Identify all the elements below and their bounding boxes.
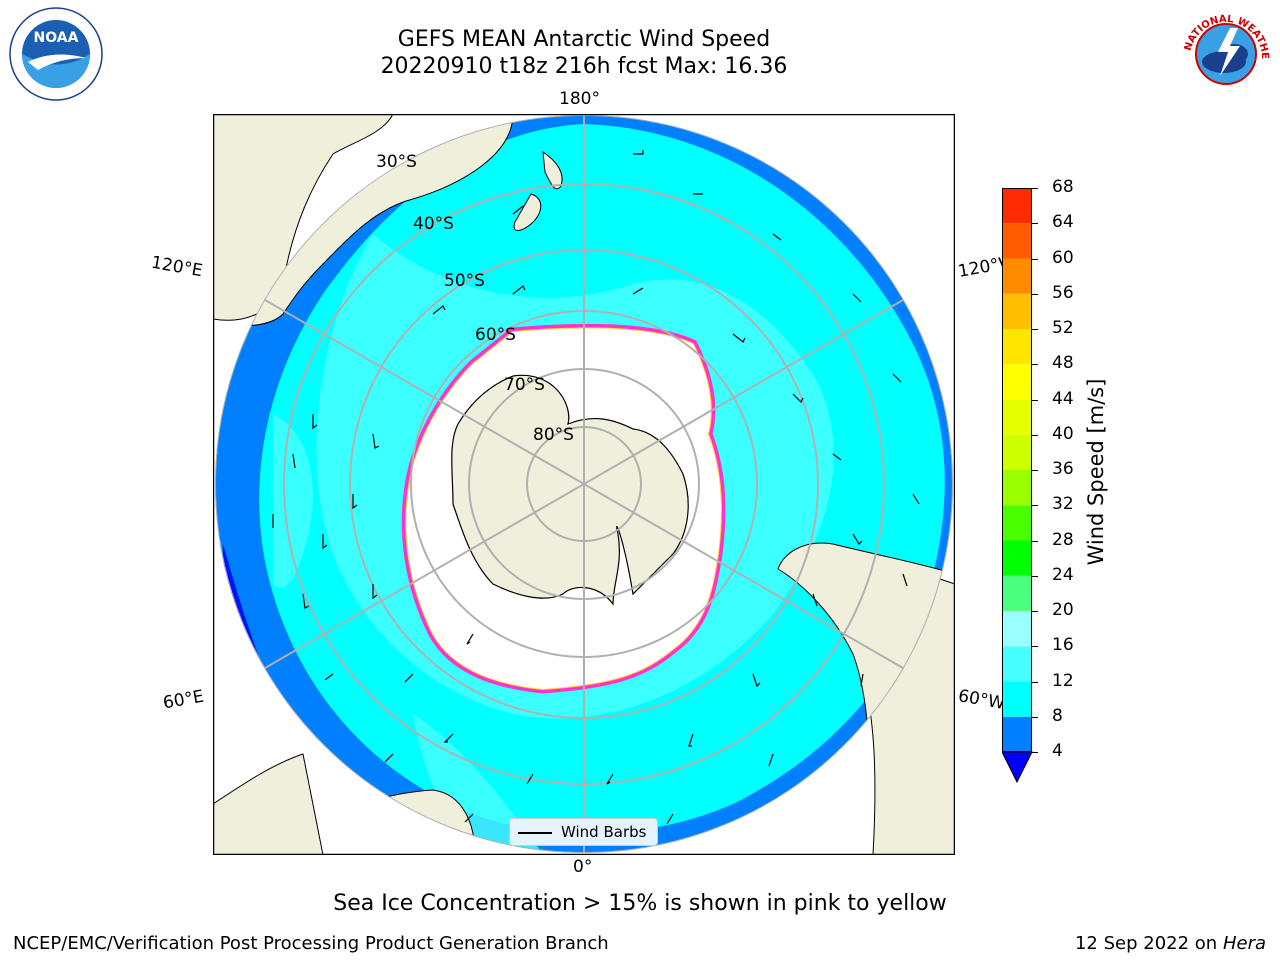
colorbar-tick-mark xyxy=(1032,293,1038,295)
colorbar-segment xyxy=(1002,470,1032,506)
colorbar-tick-label: 52 xyxy=(1052,318,1074,338)
colorbar-tick-mark xyxy=(1032,399,1038,401)
colorbar-tick-label: 64 xyxy=(1052,212,1074,233)
colorbar-tick-label: 32 xyxy=(1052,494,1074,515)
colorbar-tick-mark xyxy=(1032,223,1038,225)
lat-label-70s: 70°S xyxy=(504,375,545,395)
footer-credit: NCEP/EMC/Verification Post Processing Pr… xyxy=(13,933,609,954)
noaa-logo: NOAA xyxy=(8,6,104,102)
colorbar-segment xyxy=(1002,364,1032,400)
colorbar-extend-min xyxy=(1001,751,1033,784)
colorbar-tick-mark xyxy=(1032,681,1038,683)
colorbar-segment xyxy=(1002,223,1032,259)
footer-host: Hera xyxy=(1222,933,1266,954)
footer-date-text: 12 Sep 2022 on xyxy=(1074,933,1218,954)
map-subtitle: 20220910 t18z 216h fcst Max: 16.36 xyxy=(380,54,788,79)
sea-ice-caption: Sea Ice Concentration > 15% is shown in … xyxy=(333,891,947,916)
colorbar-tick-mark xyxy=(1032,188,1038,189)
colorbar-segment xyxy=(1002,258,1032,294)
colorbar-segment xyxy=(1002,540,1032,576)
colorbar-segment xyxy=(1002,716,1032,752)
colorbar-tick-label: 56 xyxy=(1052,282,1074,303)
colorbar-tick-mark xyxy=(1032,575,1038,577)
colorbar-tick-label: 68 xyxy=(1052,177,1074,197)
colorbar-tick-label: 12 xyxy=(1052,670,1074,691)
nws-logo: NATIONAL WEATHER SERVICE xyxy=(1174,0,1274,102)
colorbar-segment xyxy=(1002,188,1032,224)
colorbar-tick-mark xyxy=(1032,716,1038,718)
colorbar-tick-label: 8 xyxy=(1052,705,1063,726)
colorbar-tick-label: 48 xyxy=(1052,353,1074,374)
lon-label-180: 180° xyxy=(559,89,600,109)
colorbar-tick-mark xyxy=(1032,646,1038,648)
wind-barb-legend-label: Wind Barbs xyxy=(561,823,647,841)
lon-label-60e: 60°E xyxy=(161,686,206,714)
noaa-logo-text: NOAA xyxy=(34,30,79,46)
colorbar-tick-mark xyxy=(1032,434,1038,436)
lat-label-50s: 50°S xyxy=(444,271,485,291)
colorbar-tick-label: 20 xyxy=(1052,600,1074,620)
colorbar-segment xyxy=(1002,505,1032,541)
map-title: GEFS MEAN Antarctic Wind Speed xyxy=(397,27,771,52)
wind-barb-legend-line xyxy=(518,832,552,834)
colorbar-segment xyxy=(1002,399,1032,435)
colorbar-segment xyxy=(1002,329,1032,365)
colorbar-tick-label: 36 xyxy=(1052,459,1074,479)
colorbar-tick-mark xyxy=(1032,258,1038,260)
colorbar-tick-mark xyxy=(1032,329,1038,330)
colorbar-label: Wind Speed [m/s] xyxy=(1084,378,1108,566)
lon-label-120e: 120°E xyxy=(149,252,205,282)
colorbar-tick-label: 16 xyxy=(1052,635,1074,656)
lon-label-0: 0° xyxy=(573,857,593,877)
lon-label-60w: 60°W xyxy=(956,686,1007,714)
colorbar-segment xyxy=(1002,681,1032,717)
wind-speed-colorbar xyxy=(1001,188,1034,784)
footer-date: 12 Sep 2022 on Hera xyxy=(1075,933,1266,954)
colorbar-tick-label: 4 xyxy=(1052,741,1063,761)
colorbar-tick-mark xyxy=(1032,364,1038,366)
colorbar-tick-label: 44 xyxy=(1052,388,1074,409)
colorbar-segment xyxy=(1002,646,1032,682)
colorbar-tick-mark xyxy=(1032,611,1038,612)
colorbar-segment xyxy=(1002,575,1032,611)
colorbar-tick-mark xyxy=(1032,540,1038,542)
polar-map xyxy=(212,113,956,856)
lat-label-40s: 40°S xyxy=(413,214,454,234)
map-legend: Wind Barbs xyxy=(509,818,658,846)
colorbar-tick-label: 24 xyxy=(1052,564,1074,585)
colorbar-segment xyxy=(1002,293,1032,329)
colorbar-tick-label: 40 xyxy=(1052,423,1074,444)
colorbar-tick-label: 60 xyxy=(1052,247,1074,268)
colorbar-tick-label: 28 xyxy=(1052,529,1074,550)
colorbar-segment xyxy=(1002,434,1032,470)
colorbar-tick-mark xyxy=(1032,505,1038,507)
lat-label-30s: 30°S xyxy=(376,152,417,172)
colorbar-segment xyxy=(1002,611,1032,647)
lat-label-80s: 80°S xyxy=(533,425,574,445)
lat-label-60s: 60°S xyxy=(475,325,516,345)
colorbar-tick-mark xyxy=(1032,752,1038,753)
colorbar-tick-mark xyxy=(1032,470,1038,471)
